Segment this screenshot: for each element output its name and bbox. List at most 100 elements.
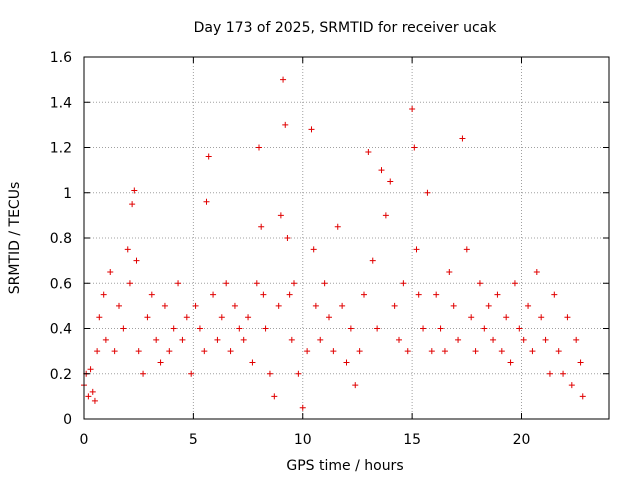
data-point xyxy=(343,359,350,366)
data-point xyxy=(507,359,514,366)
y-tick-label: 0.6 xyxy=(50,276,72,292)
data-point xyxy=(266,370,273,377)
data-point xyxy=(299,404,306,411)
data-point xyxy=(308,126,315,133)
data-point xyxy=(286,291,293,298)
data-point xyxy=(135,348,142,355)
data-point xyxy=(102,336,109,343)
data-point xyxy=(525,302,532,309)
data-point xyxy=(201,348,208,355)
y-tick-label: 1.6 xyxy=(50,50,72,66)
data-point xyxy=(96,314,103,321)
data-point xyxy=(87,366,94,373)
data-point xyxy=(148,291,155,298)
data-point xyxy=(295,370,302,377)
data-point xyxy=(455,336,462,343)
data-point xyxy=(280,76,287,83)
data-point xyxy=(144,314,151,321)
axis-ticks: 0 0.2 0.4 0.6 0.8 1 1.2 1.4 1.6 0 5 10 15 20 xyxy=(50,50,609,448)
data-point xyxy=(140,370,147,377)
data-point xyxy=(210,291,217,298)
x-tick-label: 10 xyxy=(294,432,312,448)
data-point xyxy=(218,314,225,321)
data-point xyxy=(107,268,114,275)
data-point xyxy=(352,382,359,389)
data-point xyxy=(433,291,440,298)
data-point xyxy=(260,291,267,298)
data-point xyxy=(579,393,586,400)
data-point xyxy=(529,348,536,355)
data-point xyxy=(133,257,140,264)
data-point xyxy=(317,336,324,343)
data-point xyxy=(310,246,317,253)
data-points xyxy=(81,76,586,411)
x-tick-label: 15 xyxy=(403,432,421,448)
data-point xyxy=(223,280,230,287)
data-point xyxy=(157,359,164,366)
data-point xyxy=(126,280,133,287)
data-point xyxy=(100,291,107,298)
data-point xyxy=(334,223,341,230)
data-point xyxy=(312,302,319,309)
data-point xyxy=(262,325,269,332)
data-point xyxy=(387,178,394,185)
data-point xyxy=(463,246,470,253)
data-point xyxy=(271,393,278,400)
data-point xyxy=(258,223,265,230)
data-point xyxy=(472,348,479,355)
data-point xyxy=(94,348,101,355)
data-point xyxy=(120,325,127,332)
data-point xyxy=(192,302,199,309)
data-point xyxy=(378,167,385,174)
data-point xyxy=(284,235,291,241)
data-point xyxy=(188,370,195,377)
data-point xyxy=(245,314,252,321)
chart-title: Day 173 of 2025, SRMTID for receiver uca… xyxy=(194,20,498,36)
y-tick-label: 1.2 xyxy=(50,141,72,157)
data-point xyxy=(253,280,260,287)
data-point xyxy=(533,268,540,275)
data-point xyxy=(369,257,376,264)
data-point xyxy=(282,121,289,128)
data-point xyxy=(546,370,553,377)
data-point xyxy=(498,348,505,355)
data-point xyxy=(374,325,381,332)
data-point xyxy=(538,314,545,321)
data-point xyxy=(560,370,567,377)
data-point xyxy=(85,393,92,400)
data-point xyxy=(446,268,453,275)
data-point xyxy=(129,201,136,208)
data-point xyxy=(490,336,497,343)
data-point xyxy=(396,336,402,343)
data-point xyxy=(361,291,367,298)
data-point xyxy=(161,302,168,309)
data-point xyxy=(256,144,262,151)
data-point xyxy=(382,212,389,219)
data-point xyxy=(321,280,328,287)
data-point xyxy=(577,359,584,366)
data-point xyxy=(437,325,444,332)
data-point xyxy=(411,144,418,151)
data-point xyxy=(288,336,295,343)
data-point xyxy=(391,302,398,309)
data-point xyxy=(111,348,118,355)
data-point xyxy=(203,198,210,205)
data-point xyxy=(275,302,282,309)
data-point xyxy=(413,246,420,253)
data-point xyxy=(494,291,501,298)
data-point xyxy=(564,314,571,321)
data-point xyxy=(511,280,518,287)
y-axis-label: SRMTID / TECUs xyxy=(7,182,23,295)
data-point xyxy=(91,397,98,404)
data-point xyxy=(356,348,363,355)
data-point xyxy=(291,280,297,287)
data-point xyxy=(459,135,466,142)
data-point xyxy=(124,246,131,253)
data-point xyxy=(330,348,337,355)
data-point xyxy=(153,336,160,343)
y-tick-label: 0.4 xyxy=(50,322,72,338)
data-point xyxy=(415,291,422,298)
data-point xyxy=(450,302,457,309)
data-point xyxy=(231,302,238,309)
